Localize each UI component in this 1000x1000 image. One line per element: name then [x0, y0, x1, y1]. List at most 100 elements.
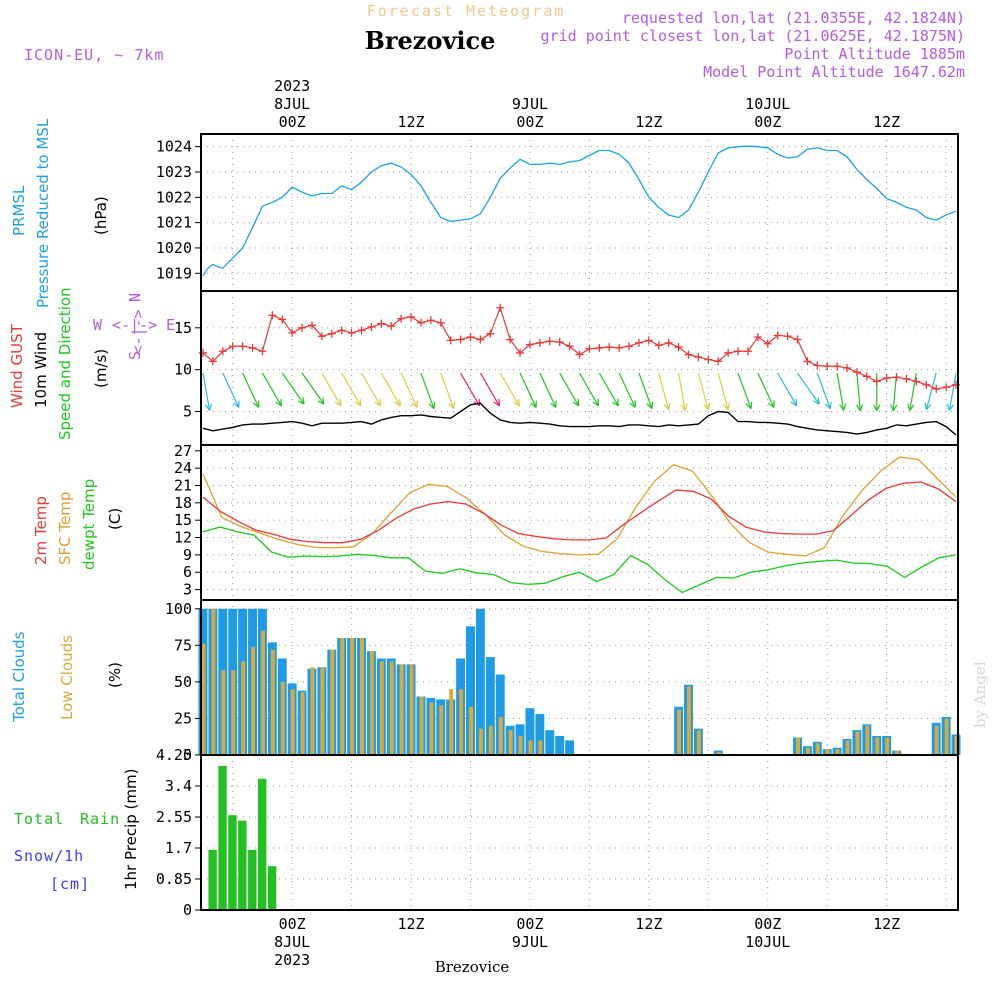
gust-marker — [615, 343, 624, 352]
gust-marker — [585, 344, 594, 353]
wind-arrow — [341, 372, 362, 407]
gust-marker — [922, 380, 931, 389]
wind-arrow — [222, 372, 240, 408]
low-cloud-bar — [231, 670, 236, 755]
wind-arrow — [836, 372, 847, 411]
rain-bars — [208, 765, 277, 910]
gust-marker — [268, 311, 277, 320]
gust-marker — [753, 333, 762, 342]
bottom-time-label: 12Z — [635, 915, 662, 933]
low-cloud-bar — [379, 661, 384, 755]
gust-marker — [694, 353, 703, 362]
gust-marker — [833, 362, 842, 371]
wind-arrow — [321, 372, 342, 407]
gust-marker — [436, 318, 445, 327]
prmsl-desc-label: Pressure Reduced to MSL — [34, 118, 52, 308]
wind-arrow — [816, 372, 832, 410]
clouds-tick-label: 0 — [183, 746, 192, 764]
gust-marker — [446, 336, 455, 345]
wind-arrow — [924, 372, 937, 411]
wind-gust-label: Wind GUST — [8, 323, 26, 408]
wind-arrow — [697, 372, 711, 411]
gust-marker — [327, 329, 336, 338]
rain-bar — [238, 820, 247, 910]
top-time-label: 00Z — [754, 113, 781, 131]
low-cloud-bar — [805, 747, 810, 755]
gust-marker — [347, 328, 356, 337]
wind-arrow — [479, 372, 501, 407]
low-cloud-bar — [429, 702, 434, 755]
snow-label: Snow/1h — [14, 847, 84, 865]
compass-vertical-arrow: <-|-> — [129, 309, 147, 354]
gust-marker — [426, 316, 435, 325]
gust-marker — [942, 383, 951, 392]
low-cloud-bar — [885, 737, 890, 755]
bottom-time-label: 12Z — [398, 915, 425, 933]
low-cloud-bar — [310, 667, 315, 755]
bottom-time-label: 12Z — [873, 915, 900, 933]
gust-marker — [724, 348, 733, 357]
low-cloud-bar — [409, 664, 414, 755]
gust-marker — [545, 337, 554, 346]
wind-arrow — [460, 372, 481, 407]
wind-arrow — [856, 372, 864, 412]
pressure-tick-label: 1019 — [156, 264, 192, 282]
pressure-line — [202, 145, 957, 277]
model-name: ICON-EU, ~ 7km — [24, 46, 164, 64]
gust-marker — [258, 347, 267, 356]
gust-marker — [932, 384, 941, 393]
wind-direction-arrows — [202, 372, 957, 412]
temp-tick-label: 9 — [183, 546, 192, 564]
wind-arrow — [946, 372, 957, 411]
bottom-time-label: 00Z — [279, 915, 306, 933]
gust-marker — [823, 362, 832, 371]
bottom-time-label: 10JUL — [745, 933, 790, 951]
gust-marker — [377, 319, 386, 328]
total-cloud-bar — [525, 708, 535, 755]
temp-tick-label: 24 — [174, 459, 192, 477]
precip-tick-label: 2.55 — [156, 808, 192, 826]
wind-arrow — [242, 372, 260, 408]
wind-speed-line — [202, 402, 957, 436]
gust-marker — [486, 329, 495, 338]
gust-marker — [892, 373, 901, 382]
rain-bar — [257, 778, 267, 910]
gust-marker — [634, 338, 643, 347]
gust-marker — [357, 326, 366, 335]
bottom-time-label: 9JUL — [512, 933, 548, 951]
clouds-panel — [198, 608, 961, 755]
gust-marker — [813, 361, 822, 370]
gust-marker — [734, 347, 743, 356]
low-cloud-bar — [518, 735, 523, 755]
precip-panel — [208, 765, 277, 910]
wind-arrow — [539, 372, 557, 408]
temp-tick-label: 27 — [174, 442, 192, 460]
gust-marker — [367, 322, 376, 331]
gust-marker — [248, 343, 257, 352]
gust-marker — [416, 318, 425, 327]
pressure-panel — [202, 145, 957, 277]
low-cloud-bar — [875, 737, 880, 755]
gust-marker — [456, 335, 465, 344]
gust-marker — [317, 332, 326, 341]
model-altitude: Model Point Altitude 1647.62m — [703, 63, 965, 81]
gust-marker — [872, 377, 881, 386]
precip-frame — [200, 754, 959, 911]
gust-marker — [525, 340, 534, 349]
low-cloud-bar — [954, 735, 959, 755]
low-cloud-bar — [369, 651, 374, 755]
compass-west: W — [93, 316, 103, 334]
low-cloud-bar — [251, 646, 256, 755]
total-clouds-label: Total Clouds — [10, 631, 28, 723]
temp-tick-label: 12 — [174, 529, 192, 547]
gust-marker — [862, 372, 871, 381]
clouds-tick-label: 50 — [174, 673, 192, 691]
low-cloud-bar — [677, 709, 682, 755]
wind-arrow — [578, 372, 600, 407]
gust-marker — [644, 336, 653, 345]
gust-marker — [773, 331, 782, 340]
wind-arrow — [301, 372, 325, 405]
wind-panel — [198, 303, 961, 436]
